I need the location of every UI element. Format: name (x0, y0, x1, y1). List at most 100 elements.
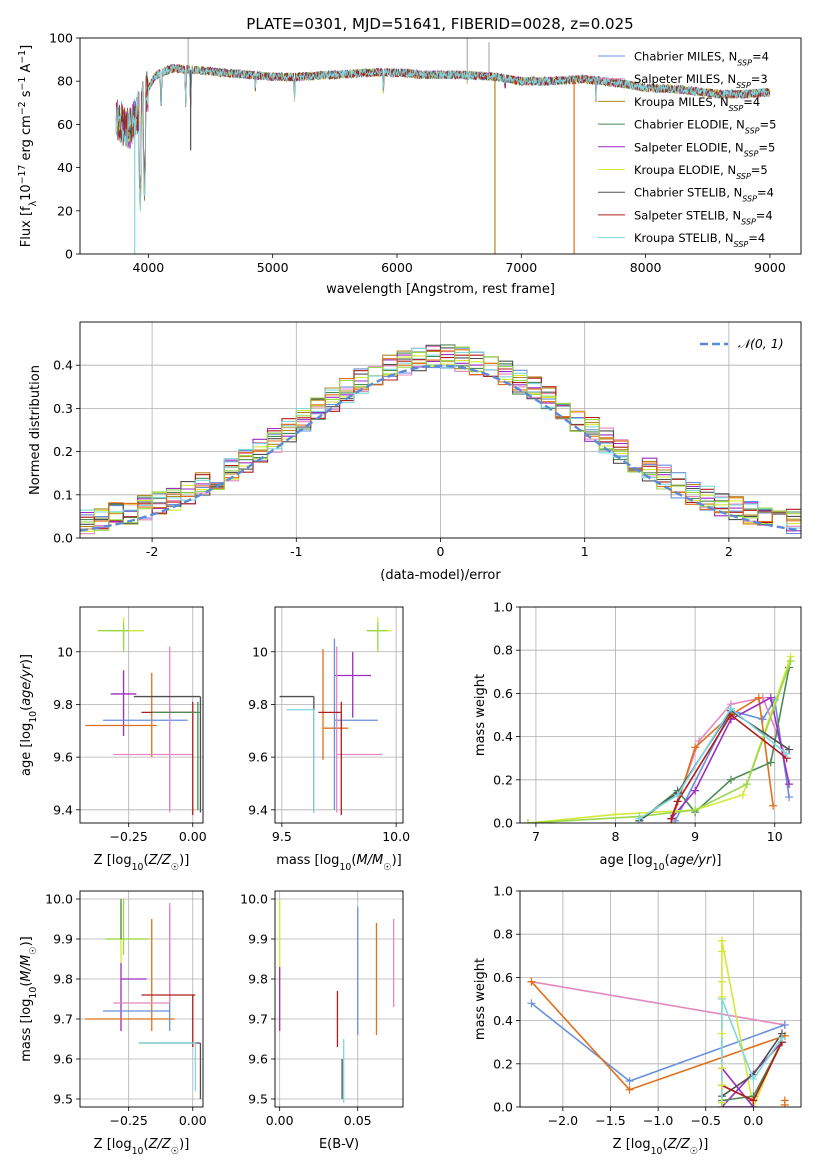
y-tick-label: 20 (57, 203, 73, 218)
x-tick-label: −0.25 (110, 829, 148, 844)
plot-area (520, 891, 801, 1107)
x-axis-label: Z [log10(Z/Z☉)] (94, 1137, 190, 1157)
y-tick-label: 60 (57, 117, 73, 132)
label-part: M/M (356, 853, 383, 868)
y-tick-label: 9.6 (248, 1052, 268, 1067)
axes-frame (519, 606, 802, 824)
x-axis-label: age [log10(age/yr)] (599, 853, 721, 873)
legend-nssp: =4 (752, 50, 769, 64)
series-line (721, 998, 783, 1103)
plot-area (520, 607, 801, 823)
histogram-step (80, 349, 801, 530)
y-tick-label: 100 (49, 31, 73, 46)
series-line (638, 667, 790, 822)
y-tick-label: 9.8 (248, 697, 268, 712)
y-tick-label: 9.6 (53, 1052, 73, 1067)
series-marker (691, 743, 700, 752)
label-part: ( (144, 1137, 149, 1152)
figure-title: PLATE=0301, MJD=51641, FIBERID=0028, z=0… (246, 15, 633, 33)
y-tick-label: 9.7 (53, 1012, 73, 1027)
x-tick-label: 0.00 (179, 829, 207, 844)
y-tick-label: 9.6 (248, 750, 268, 765)
x-tick-label: 2 (725, 544, 733, 559)
y-tick-label: 9.9 (53, 932, 73, 947)
legend-subscript: SSP (742, 194, 757, 203)
plot-area (80, 891, 203, 1107)
axes-frame (79, 606, 204, 824)
series-line (527, 660, 792, 823)
label-part: Z [log (94, 853, 132, 868)
label-part: age/yr (670, 853, 713, 868)
legend-nssp: =4 (756, 208, 773, 222)
series-marker (673, 790, 682, 799)
axes-frame (79, 890, 204, 1108)
x-tick-label: -2 (146, 544, 158, 559)
label-part: erg cm (19, 115, 34, 164)
x-tick-label: −2.0 (548, 1113, 578, 1128)
series-marker (782, 749, 791, 758)
legend-model: Salpeter MILES, N (634, 72, 736, 86)
x-tick-label: 5000 (257, 260, 289, 275)
series-marker (611, 810, 620, 819)
legend-entry: Salpeter MILES, NSSP=3 (634, 72, 768, 90)
y-tick-label: 80 (57, 74, 73, 89)
series-line (721, 1033, 783, 1097)
label-part: age [log (599, 853, 652, 868)
label-part: ( (19, 982, 34, 987)
label-part: M/M (19, 955, 34, 982)
y-tick-label: 9.5 (248, 1092, 268, 1107)
label-part: )] (179, 1137, 189, 1152)
series-marker (717, 977, 726, 986)
series-marker (742, 780, 751, 789)
x-tick-label: 0.00 (179, 1113, 207, 1128)
series-marker (691, 786, 700, 795)
y-tick-label: 0.4 (493, 1013, 513, 1028)
legend-subscript: SSP (745, 126, 760, 135)
axes-frame (274, 606, 404, 824)
y-tick-label: 0.0 (493, 1100, 513, 1115)
legend-entry: Salpeter STELIB, NSSP=4 (634, 208, 773, 226)
panel-residuals: -2 -1 0 1 2 0.0 0.1 0.2 0.3 0.4 (data-model)/error… (28, 321, 802, 583)
legend-nssp: =3 (751, 72, 768, 86)
legend-nssp: =4 (748, 231, 765, 245)
label-part: )] (19, 654, 34, 664)
gaussian-curve (80, 364, 801, 532)
label-part: ( (19, 706, 34, 711)
x-tick-label: 8 (612, 829, 620, 844)
legend-nssp: =5 (760, 118, 777, 132)
series-marker (749, 1074, 758, 1083)
label-part: Flux [f (19, 206, 34, 247)
label-part: Z [log (94, 1137, 132, 1152)
y-tick-label: 0.2 (493, 772, 513, 787)
x-tick-label: 9 (691, 829, 699, 844)
plot-area (80, 607, 203, 823)
y-axis-label: Flux [fλ10−17 erg cm−2 s−1 A−1] (17, 45, 39, 247)
y-tick-label: 1.0 (493, 884, 513, 899)
legend-entry: Chabrier MILES, NSSP=4 (634, 50, 769, 68)
series-marker (738, 790, 747, 799)
series-marker (766, 693, 775, 702)
label-part: ☉ (28, 946, 39, 954)
label-part: −1 (17, 77, 28, 91)
legend-entry: 𝒩(0, 1) (738, 336, 784, 351)
x-tick-label: 9000 (754, 260, 786, 275)
x-tick-label: 0 (437, 544, 445, 559)
legend-nssp: =4 (743, 95, 760, 109)
legend-nssp: =5 (751, 163, 768, 177)
legend-subscript: SSP (741, 217, 756, 226)
x-tick-label: 4000 (132, 260, 164, 275)
series-marker (766, 758, 775, 767)
plot-area (275, 891, 403, 1107)
series-marker (717, 1098, 726, 1107)
y-tick-label: 0.8 (493, 643, 513, 658)
x-tick-label: −1.0 (643, 1113, 673, 1128)
legend-entry: Kroupa MILES, NSSP=4 (634, 95, 760, 113)
series-marker (691, 806, 700, 815)
label-part: 10 (28, 987, 39, 999)
label-part: 10 (132, 862, 144, 873)
y-tick-label: 0.0 (53, 531, 73, 546)
plot-area (115, 38, 771, 254)
x-tick-label: -1 (290, 544, 302, 559)
